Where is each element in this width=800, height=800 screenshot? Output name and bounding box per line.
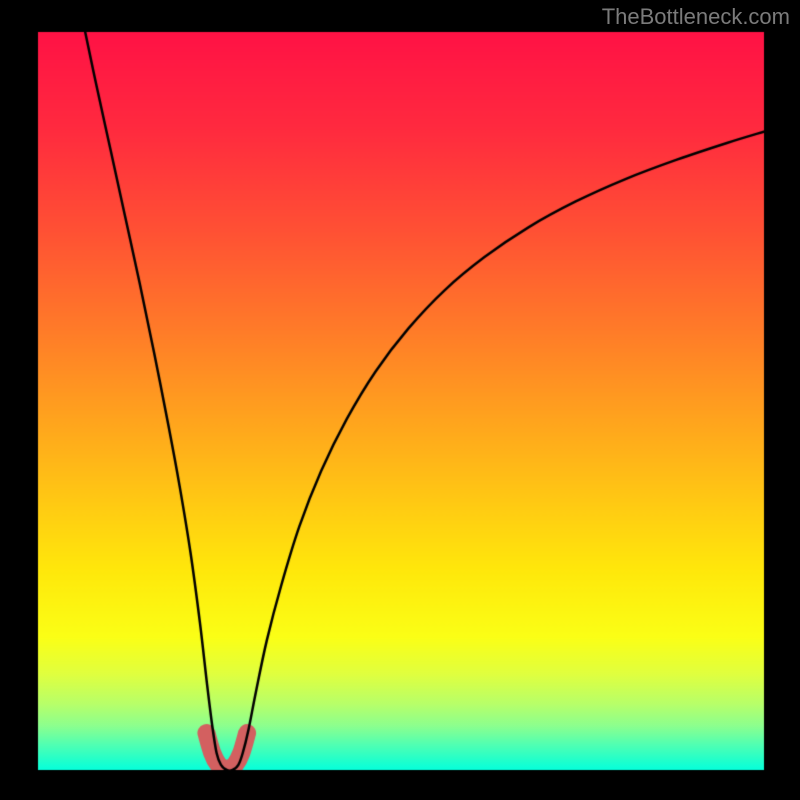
watermark-text: TheBottleneck.com [602,4,790,30]
bottleneck-chart-canvas [0,0,800,800]
image-container: TheBottleneck.com [0,0,800,800]
